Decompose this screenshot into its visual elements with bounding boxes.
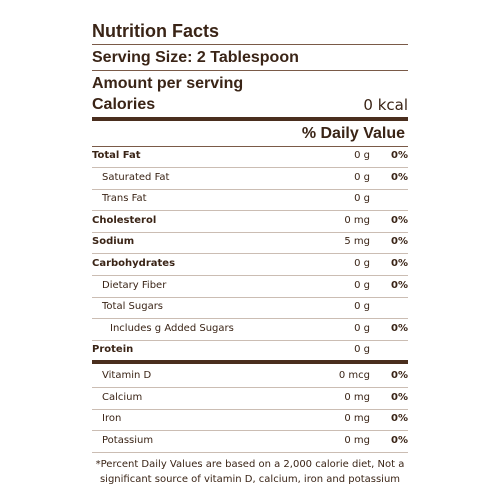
divider: [92, 146, 408, 147]
row-divider: [92, 387, 408, 388]
row-divider: [92, 210, 408, 212]
row-daily-value: 0%: [391, 214, 408, 226]
row-daily-value: 0%: [391, 413, 408, 425]
row-name: Includes g Added Sugars: [110, 322, 234, 334]
row-amount: 0 mg: [344, 391, 370, 403]
divider: [92, 360, 408, 364]
amount-per-serving: Amount per serving: [92, 75, 244, 92]
row-divider: [92, 451, 408, 453]
row-divider: [92, 318, 408, 320]
divider: [92, 117, 408, 121]
row-divider: [92, 296, 408, 298]
row-daily-value: 0%: [391, 370, 408, 381]
row-amount: 0 mg: [344, 413, 370, 425]
serving-size: Serving Size: 2 Tablespoon: [92, 49, 299, 66]
footnote: significant source of vitamin D, calcium…: [99, 474, 401, 485]
title: Nutrition Facts: [92, 21, 220, 41]
row-name: Total Fat: [92, 150, 141, 161]
row-divider: [92, 275, 408, 276]
row-divider: [92, 339, 408, 341]
row-daily-value: 0%: [391, 258, 408, 269]
row-daily-value: 0%: [391, 391, 408, 403]
row-amount: 0 g: [354, 193, 370, 205]
row-divider: [92, 188, 408, 190]
divider: [92, 70, 408, 71]
row-divider: [92, 408, 408, 410]
row-daily-value: 0%: [391, 279, 408, 291]
row-divider: [92, 231, 408, 233]
calories-value: 0 kcal: [363, 96, 408, 114]
row-daily-value: 0%: [391, 171, 408, 183]
row-name: Sodium: [92, 236, 135, 248]
footnote: *Percent Daily Values are based on a 2,0…: [95, 459, 405, 470]
row-divider: [92, 253, 408, 255]
daily-value-header: % Daily Value: [301, 125, 405, 142]
row-amount: 0 g: [354, 301, 370, 313]
row-daily-value: 0%: [391, 322, 408, 334]
row-name: Calcium: [102, 391, 143, 403]
row-amount: 0 g: [354, 279, 370, 291]
row-name: Vitamin D: [102, 370, 152, 381]
row-amount: 0 g: [354, 150, 370, 161]
row-name: Potassium: [102, 434, 154, 446]
row-name: Trans Fat: [102, 193, 147, 205]
row-divider: [92, 430, 408, 432]
row-name: Protein: [92, 344, 134, 356]
row-divider: [92, 167, 408, 168]
row-name: Saturated Fat: [102, 171, 170, 183]
row-amount: 0 mg: [344, 214, 370, 226]
row-daily-value: 0%: [391, 236, 408, 248]
row-name: Carbohydrates: [92, 258, 176, 269]
row-name: Cholesterol: [92, 214, 157, 226]
row-amount: 5 mg: [344, 236, 370, 248]
row-amount: 0 g: [354, 171, 370, 183]
row-daily-value: 0%: [391, 150, 408, 161]
row-amount: 0 g: [354, 258, 370, 269]
row-amount: 0 mcg: [338, 370, 370, 381]
row-amount: 0 g: [354, 322, 370, 334]
calories-label: Calories: [92, 96, 156, 113]
row-name: Dietary Fiber: [102, 279, 167, 291]
row-amount: 0 g: [354, 344, 370, 356]
row-amount: 0 mg: [344, 434, 370, 446]
row-daily-value: 0%: [391, 434, 408, 446]
divider: [92, 44, 408, 45]
row-name: Iron: [102, 413, 122, 425]
row-name: Total Sugars: [102, 301, 164, 313]
